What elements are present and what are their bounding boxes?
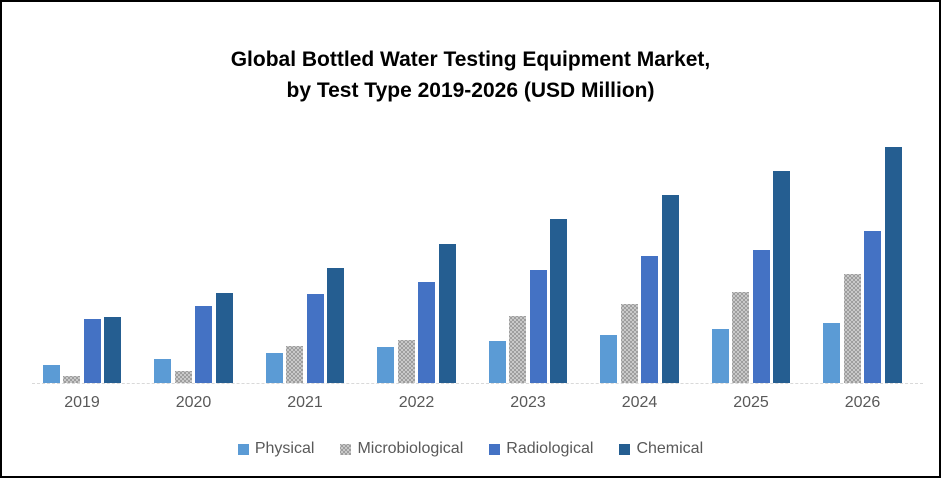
- bar-2021-physical: [265, 353, 283, 383]
- bar-2025-radiological: [752, 250, 770, 383]
- x-axis-label-2019: 2019: [64, 394, 100, 411]
- bar-2022-physical: [377, 347, 395, 383]
- chart-title-line-1: Global Bottled Water Testing Equipment M…: [230, 48, 711, 71]
- x-axis-label-2024: 2024: [621, 394, 658, 411]
- x-axis-label-2021: 2021: [287, 394, 323, 411]
- bar-2019-radiological: [83, 319, 101, 383]
- bar-2023-physical: [488, 341, 506, 383]
- legend-label-chemical: Chemical: [636, 440, 704, 457]
- bar-2024-microbiological: [620, 304, 638, 383]
- bar-2022-microbiological: [397, 340, 415, 383]
- bar-2026-physical: [823, 323, 841, 383]
- x-axis-label-2022: 2022: [398, 394, 435, 411]
- bar-2019-microbiological: [63, 376, 81, 383]
- bar-2020-chemical: [215, 293, 233, 383]
- bar-2026-chemical: [884, 147, 902, 383]
- bar-2026-radiological: [864, 231, 882, 383]
- legend-item-radiological: Radiological: [489, 440, 593, 458]
- bar-2020-microbiological: [174, 371, 192, 383]
- bar-2021-microbiological: [286, 346, 304, 383]
- legend-label-microbiological: Microbiological: [357, 440, 464, 457]
- legend-item-microbiological: Microbiological: [340, 440, 463, 458]
- bar-2026-microbiological: [843, 274, 861, 383]
- chart-title-line-2: by Test Type 2019-2026 (USD Million): [286, 79, 655, 102]
- legend-swatch-radiological: [489, 443, 501, 455]
- bar-2025-microbiological: [732, 292, 750, 383]
- bar-2019-chemical: [104, 317, 122, 383]
- category-axis-line: [32, 383, 923, 384]
- bar-2021-chemical: [327, 268, 345, 383]
- bar-2020-physical: [154, 359, 172, 383]
- bar-2021-radiological: [306, 294, 324, 383]
- x-axis-label-2025: 2025: [733, 394, 769, 411]
- bar-2023-radiological: [529, 270, 547, 383]
- chart-title: Global Bottled Water Testing Equipment M…: [2, 44, 939, 106]
- bar-2023-microbiological: [509, 316, 527, 383]
- bar-2024-radiological: [641, 256, 659, 383]
- legend-item-chemical: Chemical: [619, 440, 703, 458]
- bar-2020-radiological: [195, 306, 213, 383]
- legend-swatch-chemical: [619, 443, 631, 455]
- x-axis-label-2026: 2026: [844, 394, 881, 411]
- legend-label-physical: Physical: [254, 440, 315, 457]
- legend-swatch-microbiological: [340, 443, 352, 455]
- bar-2023-chemical: [550, 219, 568, 383]
- legend-label-radiological: Radiological: [506, 440, 594, 457]
- chart-legend: Physical Microbiological Radiological Chemi…: [2, 440, 939, 458]
- bar-2024-physical: [600, 335, 618, 383]
- bar-2022-radiological: [418, 282, 436, 383]
- x-axis-label-2023: 2023: [510, 394, 546, 411]
- x-axis-label-2020: 2020: [175, 394, 212, 411]
- legend-item-physical: Physical: [237, 440, 315, 458]
- bar-2022-chemical: [438, 244, 456, 383]
- bar-2025-physical: [711, 329, 729, 383]
- bar-2019-physical: [42, 365, 60, 383]
- bar-2025-chemical: [773, 171, 791, 383]
- legend-swatch-physical: [237, 443, 249, 455]
- bar-2024-chemical: [661, 195, 679, 383]
